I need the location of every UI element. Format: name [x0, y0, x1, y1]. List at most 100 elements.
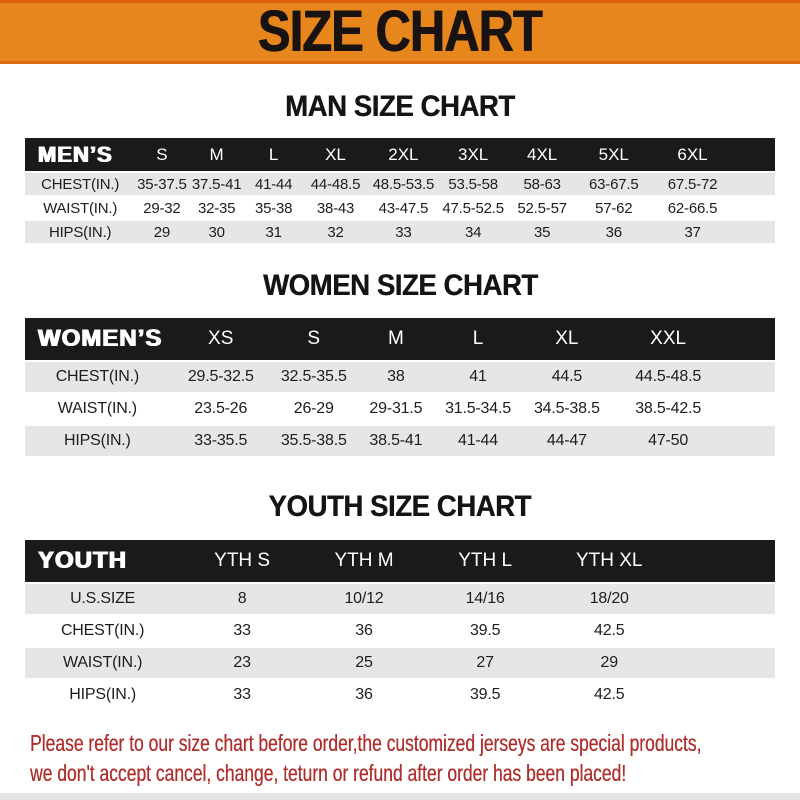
cell-value: 39.5	[424, 616, 547, 646]
measurement-row: HIPS(IN.) 29 30 31 32 33 34 35 36 37	[25, 221, 775, 243]
cell-value	[722, 426, 775, 456]
youth-section-title: YOUTH SIZE CHART	[0, 490, 800, 524]
size-column-header: YTH XL	[546, 540, 673, 582]
cell-value	[672, 616, 775, 646]
cell-value: 44.5-48.5	[613, 362, 723, 392]
measurement-row: WAIST(IN.) 29-32 32-35 35-38 38-43 43-47.5 47.…	[25, 197, 775, 219]
table-group-label: YOUTH	[25, 540, 181, 582]
cell-value: 8	[180, 584, 304, 614]
cell-value: 35-38	[244, 197, 303, 219]
cell-value	[672, 648, 775, 678]
bottom-strip	[0, 793, 800, 800]
size-column-header	[733, 138, 775, 171]
measurement-row: WAIST(IN.) 23 25 27 29	[25, 648, 775, 678]
cell-value: 23	[180, 648, 304, 678]
cell-value: 44.5	[519, 362, 614, 392]
row-label: CHEST(IN.)	[25, 616, 181, 646]
cell-value: 41-44	[244, 173, 303, 195]
youth-size-table: YOUTH YTH S YTH M YTH L YTH XL U.S.SIZE 8 10/12…	[25, 538, 775, 712]
banner: SIZE CHART	[0, 0, 800, 64]
cell-value: 25	[304, 648, 424, 678]
cell-value: 44-48.5	[302, 173, 369, 195]
cell-value: 29	[135, 221, 189, 243]
row-label: CHEST(IN.)	[25, 173, 136, 195]
size-column-header: 5XL	[576, 138, 652, 171]
cell-value: 43-47.5	[368, 197, 439, 219]
measurement-row: U.S.SIZE 8 10/12 14/16 18/20	[25, 584, 775, 614]
cell-value: 34	[438, 221, 508, 243]
cell-value: 36	[304, 616, 424, 646]
notice-line-1: Please refer to our size chart before or…	[30, 730, 702, 756]
notice-line-2: we don't accept cancel, change, teturn o…	[30, 760, 627, 786]
cell-value: 47-50	[613, 426, 723, 456]
cell-value: 57-62	[576, 197, 652, 219]
size-header-row: YOUTH YTH S YTH M YTH L YTH XL	[25, 540, 775, 582]
row-label: U.S.SIZE	[25, 584, 181, 614]
measurement-row: CHEST(IN.) 35-37.5 37.5-41 41-44 44-48.5 48.5…	[25, 173, 775, 195]
size-header-row: MEN’S S M L XL 2XL 3XL 4XL 5XL 6XL	[25, 138, 775, 171]
row-label: WAIST(IN.)	[25, 197, 136, 219]
cell-value: 38	[355, 362, 436, 392]
cell-value: 47.5-52.5	[438, 197, 508, 219]
cell-value: 63-67.5	[576, 173, 652, 195]
row-label: HIPS(IN.)	[25, 221, 136, 243]
women-section-title: WOMEN SIZE CHART	[0, 269, 800, 303]
cell-value: 33-35.5	[169, 426, 272, 456]
cell-value: 27	[424, 648, 547, 678]
cell-value: 29.5-32.5	[169, 362, 272, 392]
banner-title: SIZE CHART	[258, 0, 543, 64]
cell-value	[733, 197, 775, 219]
cell-value: 36	[304, 680, 424, 710]
cell-value: 29-31.5	[355, 394, 436, 424]
cell-value: 62-66.5	[651, 197, 734, 219]
men-section-title: MAN SIZE CHART	[0, 90, 800, 124]
cell-value	[722, 394, 775, 424]
size-column-header: 2XL	[368, 138, 439, 171]
cell-value: 37.5-41	[188, 173, 245, 195]
size-column-header	[722, 318, 775, 360]
womens-size-table: WOMEN’S XS S M L XL XXL CHEST(IN.) 29.5-32.5 32.5…	[25, 316, 775, 458]
cell-value: 41-44	[435, 426, 520, 456]
cell-value: 18/20	[546, 584, 673, 614]
size-column-header: YTH L	[424, 540, 547, 582]
size-column-header	[672, 540, 775, 582]
size-column-header: YTH S	[180, 540, 304, 582]
cell-value: 35	[508, 221, 577, 243]
cell-value: 42.5	[546, 680, 673, 710]
cell-value	[672, 584, 775, 614]
cell-value: 52.5-57	[508, 197, 577, 219]
cell-value: 14/16	[424, 584, 547, 614]
cell-value	[733, 173, 775, 195]
measurement-row: HIPS(IN.) 33 36 39.5 42.5	[25, 680, 775, 710]
cell-value: 31.5-34.5	[435, 394, 520, 424]
size-column-header: L	[244, 138, 303, 171]
measurement-row: CHEST(IN.) 33 36 39.5 42.5	[25, 616, 775, 646]
cell-value: 39.5	[424, 680, 547, 710]
cell-value: 29	[546, 648, 673, 678]
measurement-row: WAIST(IN.) 23.5-26 26-29 29-31.5 31.5-34.5 34…	[25, 394, 775, 424]
size-column-header: S	[135, 138, 189, 171]
cell-value	[672, 680, 775, 710]
cell-value: 38.5-42.5	[613, 394, 723, 424]
women-section-title-text: WOMEN SIZE CHART	[262, 269, 538, 302]
row-label: WAIST(IN.)	[25, 394, 170, 424]
size-column-header: M	[355, 318, 436, 360]
size-column-header: M	[188, 138, 245, 171]
row-label: HIPS(IN.)	[25, 680, 181, 710]
youth-section-title-text: YOUTH SIZE CHART	[268, 490, 532, 523]
size-header-row: WOMEN’S XS S M L XL XXL	[25, 318, 775, 360]
mens-size-table: MEN’S S M L XL 2XL 3XL 4XL 5XL 6XL CHEST(IN.) 35-37…	[25, 136, 775, 245]
cell-value: 32.5-35.5	[271, 362, 356, 392]
cell-value	[722, 362, 775, 392]
row-label: CHEST(IN.)	[25, 362, 170, 392]
cell-value: 31	[244, 221, 303, 243]
size-column-header: XS	[169, 318, 272, 360]
measurement-row: HIPS(IN.) 33-35.5 35.5-38.5 38.5-41 41-44 44-…	[25, 426, 775, 456]
cell-value: 38-43	[302, 197, 369, 219]
cell-value: 32-35	[188, 197, 245, 219]
size-column-header: XL	[302, 138, 369, 171]
cell-value: 33	[180, 680, 304, 710]
cell-value	[733, 221, 775, 243]
cell-value: 34.5-38.5	[519, 394, 614, 424]
cell-value: 41	[435, 362, 520, 392]
